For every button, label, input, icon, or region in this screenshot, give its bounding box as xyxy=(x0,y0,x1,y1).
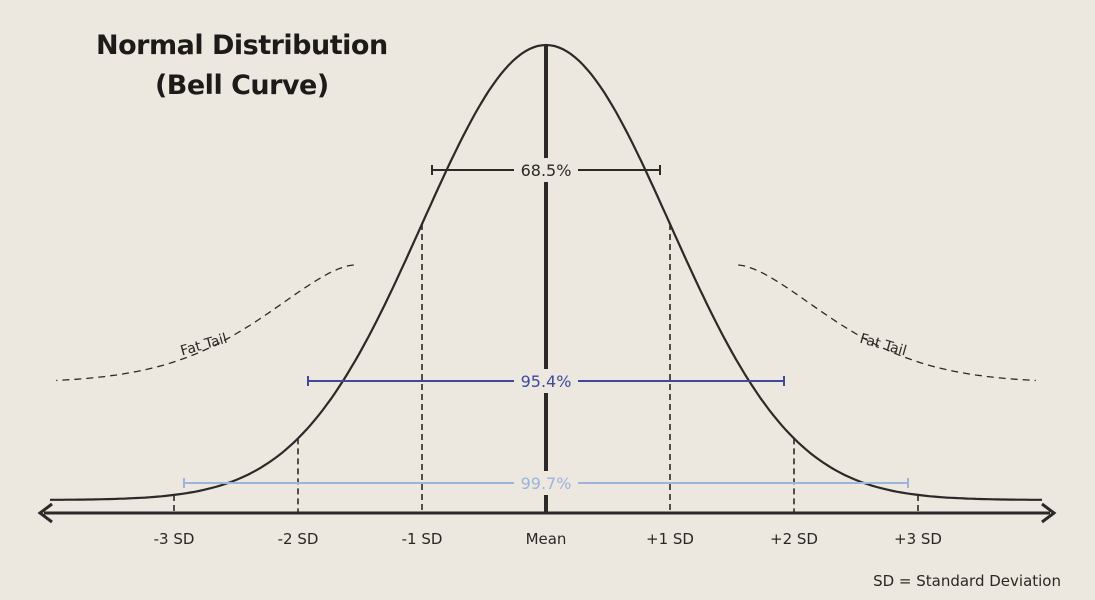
title-line-2: (Bell Curve) xyxy=(154,70,329,101)
tick-label-minus2: -2 SD xyxy=(278,530,319,548)
fat-tail-right-curve xyxy=(738,264,1036,382)
interval-label-bg-1sd xyxy=(516,158,576,182)
interval-label-bg-2sd xyxy=(516,369,576,393)
axis-arrow-left-icon xyxy=(37,502,53,524)
title-line-1: Normal Distribution xyxy=(96,30,388,61)
fat-tail-left-curve xyxy=(56,264,354,382)
tick-label-minus1: -1 SD xyxy=(402,530,443,548)
bell-curve xyxy=(50,43,1042,501)
fat-tail-right-label: Fat Tail xyxy=(858,331,908,360)
diagram-title: Normal Distribution (Bell Curve) xyxy=(96,26,388,106)
interval-label-2sd: 95.4% xyxy=(521,372,572,391)
axis-arrow-right-icon xyxy=(1041,502,1057,524)
interval-label-bg-3sd xyxy=(516,471,576,495)
tick-label-minus3: -3 SD xyxy=(154,530,195,548)
interval-label-1sd: 68.5% xyxy=(521,161,572,180)
tick-label-plus3: +3 SD xyxy=(894,530,942,548)
tick-label-plus2: +2 SD xyxy=(770,530,818,548)
tick-label-plus1: +1 SD xyxy=(646,530,694,548)
interval-label-3sd: 99.7% xyxy=(521,474,572,493)
footnote: SD = Standard Deviation xyxy=(873,572,1061,590)
fat-tail-left-label: Fat Tail xyxy=(179,331,229,360)
tick-label-mean: Mean xyxy=(526,530,567,548)
